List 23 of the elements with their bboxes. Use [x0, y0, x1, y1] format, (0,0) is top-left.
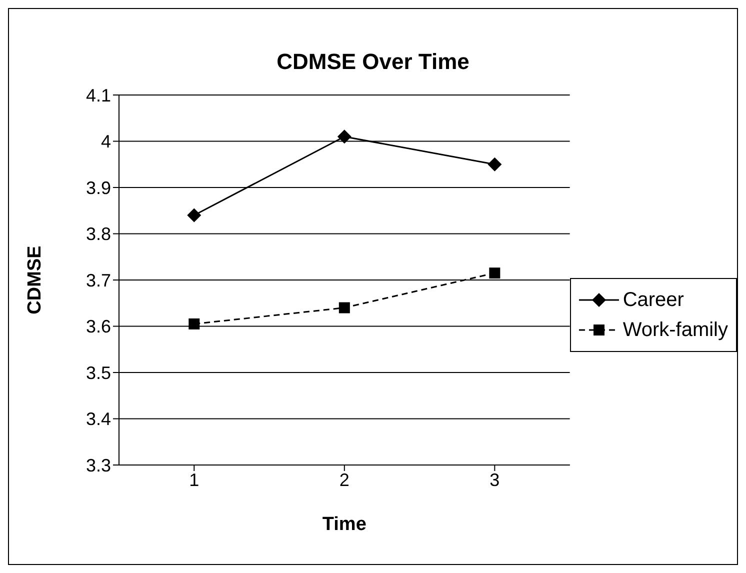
x-tick-label: 1 — [189, 470, 200, 490]
y-tick-label: 3.6 — [86, 316, 111, 337]
x-tick-label: 2 — [339, 470, 350, 490]
y-tick-label: 4.1 — [86, 85, 111, 106]
y-tick-label: 4 — [100, 132, 111, 152]
y-tick-label: 3.8 — [86, 224, 111, 244]
y-tick-label: 3.5 — [86, 362, 111, 383]
legend-label: Career — [622, 288, 684, 313]
y-tick-label: 3.3 — [86, 455, 111, 476]
y-tick-label: 3.7 — [86, 270, 111, 290]
y-axis-title: CDMSE — [24, 246, 46, 314]
point — [338, 302, 350, 314]
legend-label: Work-family — [622, 318, 728, 343]
y-tick-label: 3.4 — [86, 409, 111, 430]
x-axis-title: Time — [322, 514, 366, 535]
point — [488, 157, 502, 172]
y-tick-label: 3.9 — [86, 178, 111, 198]
point — [489, 268, 500, 279]
x-tick-label: 3 — [490, 470, 500, 490]
point — [188, 318, 200, 330]
chart-title: CDMSE Over Time — [276, 49, 470, 75]
point — [337, 130, 352, 144]
point — [187, 208, 202, 222]
